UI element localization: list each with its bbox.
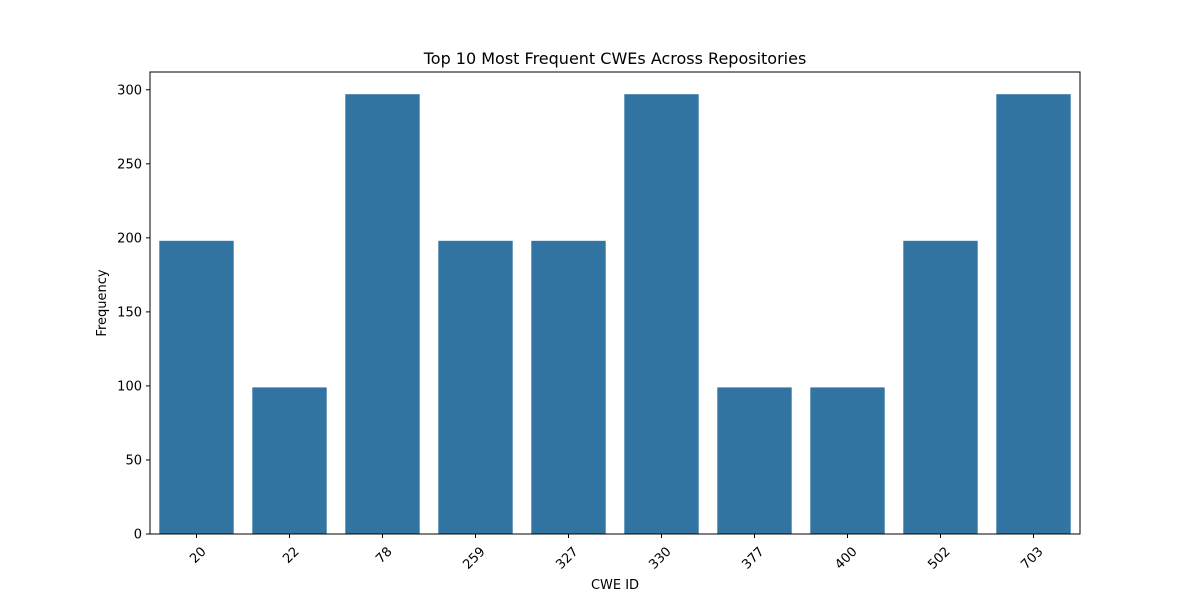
x-tick-label: 330 (646, 544, 674, 572)
y-axis-label: Frequency (95, 269, 110, 336)
bars-group (159, 94, 1071, 535)
bar-330 (624, 94, 699, 534)
y-tick-label: 300 (117, 83, 142, 98)
x-tick-label: 400 (832, 544, 860, 572)
y-tick-label: 250 (117, 157, 142, 172)
x-tick-label: 502 (925, 544, 953, 572)
bar-22 (252, 387, 327, 534)
x-tick-label: 327 (553, 544, 581, 572)
bar-703 (996, 94, 1071, 534)
bar-78 (345, 94, 420, 534)
y-tick-label: 100 (117, 379, 142, 394)
y-tick-label: 150 (117, 305, 142, 320)
bar-502 (903, 240, 978, 535)
bar-377 (717, 387, 792, 534)
y-axis: 0 50 100 150 200 250 300 (117, 83, 150, 543)
x-axis: 20 22 78 259 327 330 377 400 502 703 (187, 534, 1047, 573)
bar-327 (531, 240, 606, 535)
y-tick-label: 200 (117, 231, 142, 246)
y-tick-label: 50 (125, 453, 142, 468)
x-tick-label: 259 (460, 544, 488, 572)
bar-259 (438, 240, 513, 535)
x-tick-label: 377 (739, 544, 767, 572)
bar-400 (810, 387, 885, 534)
x-tick-label: 20 (187, 544, 209, 566)
x-tick-label: 703 (1018, 544, 1046, 572)
plot-frame (149, 71, 1081, 535)
x-tick-label: 78 (373, 544, 395, 566)
bar-20 (159, 240, 234, 535)
x-tick-label: 22 (280, 544, 302, 566)
chart-title: Top 10 Most Frequent CWEs Across Reposit… (423, 49, 807, 68)
x-axis-label: CWE ID (591, 578, 639, 593)
y-tick-label: 0 (134, 528, 142, 543)
